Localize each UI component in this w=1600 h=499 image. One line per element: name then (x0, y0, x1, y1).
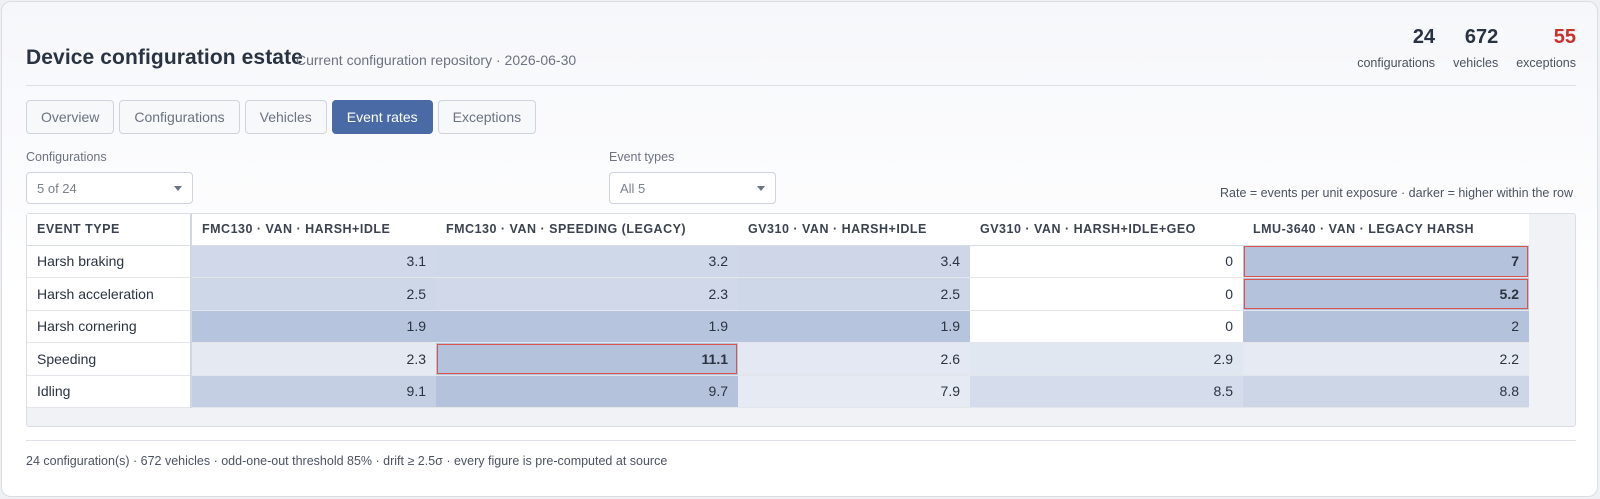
rate-cell: 9.7 (436, 375, 738, 408)
tab-exceptions[interactable]: Exceptions (437, 100, 537, 134)
column-header: FMC130 · VAN · HARSH+IDLE (191, 214, 436, 246)
rate-cell: 2.3 (436, 277, 738, 311)
table-row: Idling 9.1 9.7 7.9 8.5 8.8 (27, 375, 1529, 408)
stat-label: vehicles (1453, 56, 1499, 70)
row-label: Idling (27, 375, 192, 408)
rate-cell: 3.1 (191, 245, 436, 278)
rate-cell: 2.3 (191, 342, 436, 376)
rate-cell: 0 (970, 245, 1243, 278)
event-types-filter-label: Event types (609, 150, 675, 164)
chevron-down-icon (757, 185, 765, 191)
rate-cell: 3.2 (436, 245, 738, 278)
row-label: Speeding (27, 342, 192, 376)
table-row: Harsh cornering 1.9 1.9 1.9 0 2 (27, 310, 1529, 343)
stat-label: configurations (1357, 56, 1436, 70)
row-label: Harsh acceleration (27, 277, 192, 311)
footer-summary: 24 configuration(s) · 672 vehicles · odd… (26, 454, 668, 468)
column-header-event-type: EVENT TYPE (27, 214, 192, 246)
column-header: GV310 · VAN · HARSH+IDLE (738, 214, 970, 246)
page-title: Device configuration estate (26, 46, 303, 69)
configurations-select-value: 5 of 24 (37, 180, 77, 196)
tab-vehicles[interactable]: Vehicles (244, 100, 327, 134)
tab-event-rates[interactable]: Event rates (331, 100, 433, 134)
event-types-select-value: All 5 (620, 180, 646, 196)
stat-label: exceptions (1516, 56, 1576, 70)
footer-divider (26, 440, 1576, 441)
column-header: FMC130 · VAN · SPEEDING (LEGACY) (436, 214, 738, 246)
legend-note: Rate = events per unit exposure · darker… (1220, 186, 1573, 200)
configurations-filter-label: Configurations (26, 150, 107, 164)
stat-exceptions: 55 exceptions (1516, 22, 1576, 70)
rate-cell: 8.8 (1243, 375, 1529, 408)
rate-cell: 1.9 (436, 310, 738, 343)
summary-stats: 24 configurations 672 vehicles 55 except… (1357, 22, 1576, 70)
row-label: Harsh cornering (27, 310, 192, 343)
rate-cell: 2 (1243, 310, 1529, 343)
rate-cell: 0 (970, 277, 1243, 311)
stat-configurations: 24 configurations (1357, 22, 1435, 70)
stat-value: 672 (1464, 26, 1499, 48)
flagged-rate-cell: 5.2 (1243, 277, 1529, 311)
page-header: Device configuration estate Current conf… (26, 22, 1576, 86)
rate-cell: 9.1 (191, 375, 436, 408)
rate-cell: 2.2 (1243, 342, 1529, 376)
event-types-select[interactable]: All 5 (609, 172, 776, 204)
stat-value: 24 (1412, 26, 1436, 48)
column-header: GV310 · VAN · HARSH+IDLE+GEO (970, 214, 1243, 246)
rate-cell: 3.4 (738, 245, 970, 278)
column-header: LMU-3640 · VAN · LEGACY HARSH (1243, 214, 1529, 246)
row-label: Harsh braking (27, 245, 192, 278)
tab-overview[interactable]: Overview (26, 100, 115, 134)
stat-value: 55 (1553, 26, 1576, 48)
flagged-rate-cell: 11.1 (436, 342, 738, 376)
rate-cell: 2.6 (738, 342, 970, 376)
page-subtitle: Current configuration repository · 2026-… (296, 52, 577, 68)
rate-cell: 7.9 (738, 375, 970, 408)
tab-configurations[interactable]: Configurations (119, 100, 240, 134)
rate-cell: 1.9 (191, 310, 436, 343)
chevron-down-icon (174, 185, 182, 191)
tab-bar: Overview Configurations Vehicles Event r… (26, 100, 537, 134)
flagged-rate-cell: 7 (1243, 245, 1529, 278)
configurations-select[interactable]: 5 of 24 (26, 172, 193, 204)
table-row: Speeding 2.3 11.1 2.6 2.9 2.2 (27, 342, 1529, 376)
event-rates-table: EVENT TYPE FMC130 · VAN · HARSH+IDLE FMC… (27, 214, 1529, 408)
table-row: Harsh acceleration 2.5 2.3 2.5 0 5.2 (27, 277, 1529, 311)
rate-cell: 2.9 (970, 342, 1243, 376)
stat-vehicles: 672 vehicles (1453, 22, 1498, 70)
table-row: Harsh braking 3.1 3.2 3.4 0 7 (27, 245, 1529, 278)
event-rates-grid: EVENT TYPE FMC130 · VAN · HARSH+IDLE FMC… (26, 213, 1576, 427)
rate-cell: 1.9 (738, 310, 970, 343)
rate-cell: 2.5 (191, 277, 436, 311)
table-header-row: EVENT TYPE FMC130 · VAN · HARSH+IDLE FMC… (27, 214, 1529, 246)
rate-cell: 8.5 (970, 375, 1243, 408)
rate-cell: 0 (970, 310, 1243, 343)
rate-cell: 2.5 (738, 277, 970, 311)
